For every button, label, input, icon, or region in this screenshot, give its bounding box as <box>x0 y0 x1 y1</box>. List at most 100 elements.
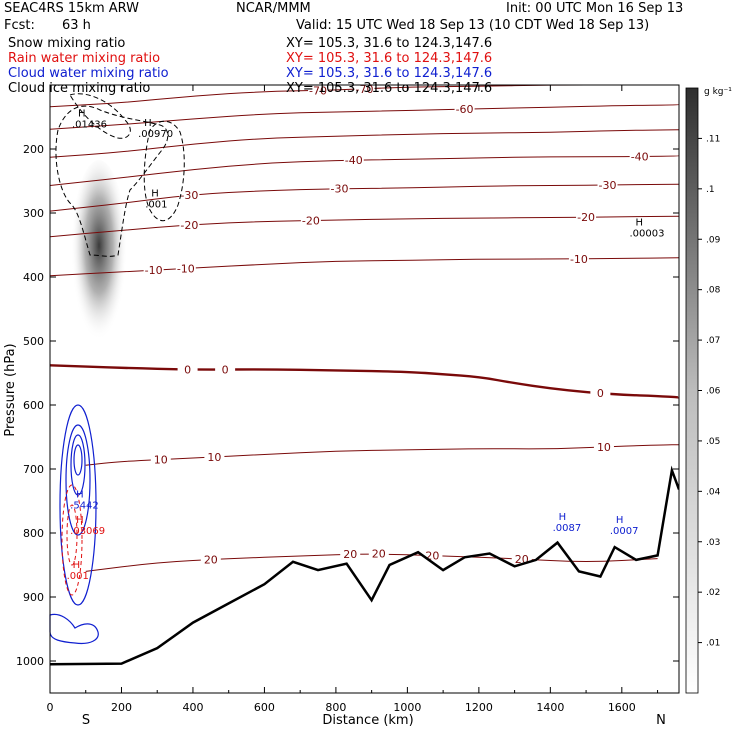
isotherm-label-bg <box>300 214 321 226</box>
y-tick-label: 700 <box>23 463 44 476</box>
rain-water-contours <box>61 484 83 596</box>
isotherm-label-bg <box>329 182 350 194</box>
isotherm-label-bg <box>576 211 597 223</box>
cloud-water-contours <box>49 404 99 645</box>
y-tick-label: 400 <box>23 271 44 284</box>
x-tick-label: 400 <box>182 701 203 714</box>
isotherm-label-bg <box>597 178 618 190</box>
isotherm-label: -30 <box>180 189 198 202</box>
colorbar-tick-label: .05 <box>706 437 720 447</box>
colorbar-tick-label: .03 <box>706 538 720 548</box>
isotherm-label: -60 <box>456 103 474 116</box>
maximum-value: .0007 <box>610 526 639 537</box>
maximum-marker: H <box>144 118 152 129</box>
isotherm-label: 20 <box>204 554 218 567</box>
forecast-hours: 63 h <box>62 18 91 33</box>
maximum-value: .5442 <box>70 500 99 511</box>
x-tick-label: 1600 <box>608 701 636 714</box>
isotherm-label: -40 <box>345 154 363 167</box>
isotherm-label: -10 <box>177 262 195 275</box>
colorbar-tick-label: .01 <box>706 639 720 649</box>
isotherm-line <box>50 104 679 130</box>
field-label-snow: Snow mixing ratio <box>8 36 126 51</box>
isotherm-label: -40 <box>631 150 649 163</box>
field-xy-snow: XY= 105.3, 31.6 to 124.3,147.6 <box>286 36 493 51</box>
colorbar-ticks: .01 .02 .03 .04 .05 .06 .07 .08 .09 .1 .11 <box>698 134 721 649</box>
colorbar-tick-label: .08 <box>706 286 721 296</box>
y-tick-label: 600 <box>23 399 44 412</box>
x-tick-label: 0 <box>47 701 54 714</box>
snow-shading <box>71 160 127 350</box>
isotherm-label-bg <box>629 150 650 162</box>
maximum-value: .03069 <box>70 526 105 537</box>
isotherm-label-bg <box>177 363 198 375</box>
y-tick-label: 900 <box>23 591 44 604</box>
isotherm-line <box>50 129 679 158</box>
isotherm-label-bg <box>593 440 614 452</box>
isotherm-label: -20 <box>302 214 320 227</box>
colorbar-tick-label: .1 <box>706 185 715 195</box>
isotherm-label-bg <box>422 549 443 561</box>
isotherm-label-bg <box>175 262 196 274</box>
colorbar <box>685 87 699 694</box>
maximum-marker: H <box>76 515 84 526</box>
x-tick-label: 1000 <box>393 701 421 714</box>
right-end-label: N <box>656 713 666 728</box>
terrain-profile <box>50 465 679 666</box>
x-tick-label: 1200 <box>465 701 493 714</box>
isotherm-label-bg <box>179 188 200 200</box>
isotherm-label: -20 <box>577 211 595 224</box>
maximum-value: .00970 <box>138 129 173 140</box>
isotherm-label: 20 <box>425 550 439 563</box>
isotherm-label: -10 <box>145 264 163 277</box>
isotherm-label: 0 <box>184 364 191 377</box>
colorbar-tick-label: .04 <box>706 487 721 497</box>
colorbar-tick-label: .09 <box>706 235 721 245</box>
isotherm-label-bg <box>179 218 200 230</box>
colorbar-tick-label: .06 <box>706 387 721 397</box>
isotherm-label: -10 <box>570 253 588 266</box>
maximum-value: .001 <box>67 571 89 582</box>
isotherm-label: -20 <box>180 219 198 232</box>
colorbar-tick-label: .07 <box>706 336 720 346</box>
isotherm-label: -70 <box>356 83 374 96</box>
isotherm-label-bg <box>200 553 221 565</box>
isotherm-label-bg <box>568 252 589 264</box>
isotherm-label: -70 <box>309 84 327 97</box>
plot-frame <box>49 84 680 694</box>
maximum-marker: H <box>73 560 81 571</box>
valid-time: Valid: 15 UTC Wed 18 Sep 13 (10 CDT Wed … <box>296 18 650 33</box>
maximum-value: .00003 <box>629 228 664 239</box>
isotherm-label-bg <box>590 387 611 399</box>
maximum-marker: H <box>559 512 567 523</box>
isotherm-line <box>85 444 679 466</box>
x-axis-title: Distance (km) <box>322 713 413 728</box>
field-label-cloud-ice: Cloud ice mixing ratio <box>8 81 151 96</box>
temperature-contours: -70 -70 -60 -40 -40 -30 -30 -30 -20 -20 -20 -10 -10 -… <box>50 83 679 572</box>
maximum-marker: H <box>76 489 84 500</box>
y-tick-label: 300 <box>23 207 44 220</box>
isotherm-line <box>50 257 679 277</box>
field-label-rain: Rain water mixing ratio <box>8 51 161 66</box>
y-tick-label: 1000 <box>16 655 44 668</box>
isotherm-label: -30 <box>330 183 348 196</box>
isotherm-line <box>50 215 679 238</box>
y-axis-title: Pressure (hPa) <box>3 343 18 436</box>
model-title: SEAC4RS 15km ARW <box>4 1 140 16</box>
x-tick-label: 1400 <box>536 701 564 714</box>
isotherm-label: 10 <box>207 451 221 464</box>
field-xy-cloud-water: XY= 105.3, 31.6 to 124.3,147.6 <box>286 66 493 81</box>
isotherm-label-bg <box>143 264 164 276</box>
field-xy-rain: XY= 105.3, 31.6 to 124.3,147.6 <box>286 51 493 66</box>
isotherm-label-bg <box>343 154 364 166</box>
colorbar-tick-label: .02 <box>706 588 720 598</box>
maximum-marker: H <box>616 515 624 526</box>
isotherm-label-bg <box>204 450 225 462</box>
x-tick-label: 200 <box>111 701 132 714</box>
cloud-ice-contours <box>55 93 185 257</box>
isotherm-label: 20 <box>343 548 357 561</box>
isotherm-label: 20 <box>372 548 386 561</box>
isotherm-label: 10 <box>597 441 611 454</box>
isotherm-label: -30 <box>599 179 617 192</box>
